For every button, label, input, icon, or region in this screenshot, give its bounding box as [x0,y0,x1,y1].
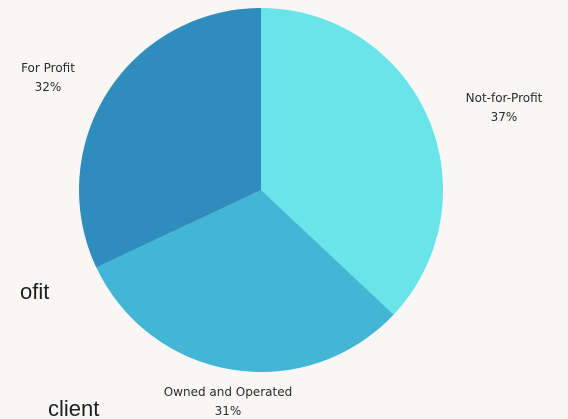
slice-label: For Profit [21,61,75,75]
slice-percent-label: 32% [35,80,62,94]
background-text-fragment: client [48,396,100,419]
pie-slice [78,8,262,268]
pie-slice [261,8,443,315]
background-text-fragment: ofit [20,279,50,304]
slice-label: Not-for-Profit [466,91,543,105]
slice-percent-label: 37% [491,110,518,124]
slice-percent-label: 31% [215,404,242,418]
pie-slice [96,190,394,373]
slice-label: Owned and Operated [164,385,293,399]
